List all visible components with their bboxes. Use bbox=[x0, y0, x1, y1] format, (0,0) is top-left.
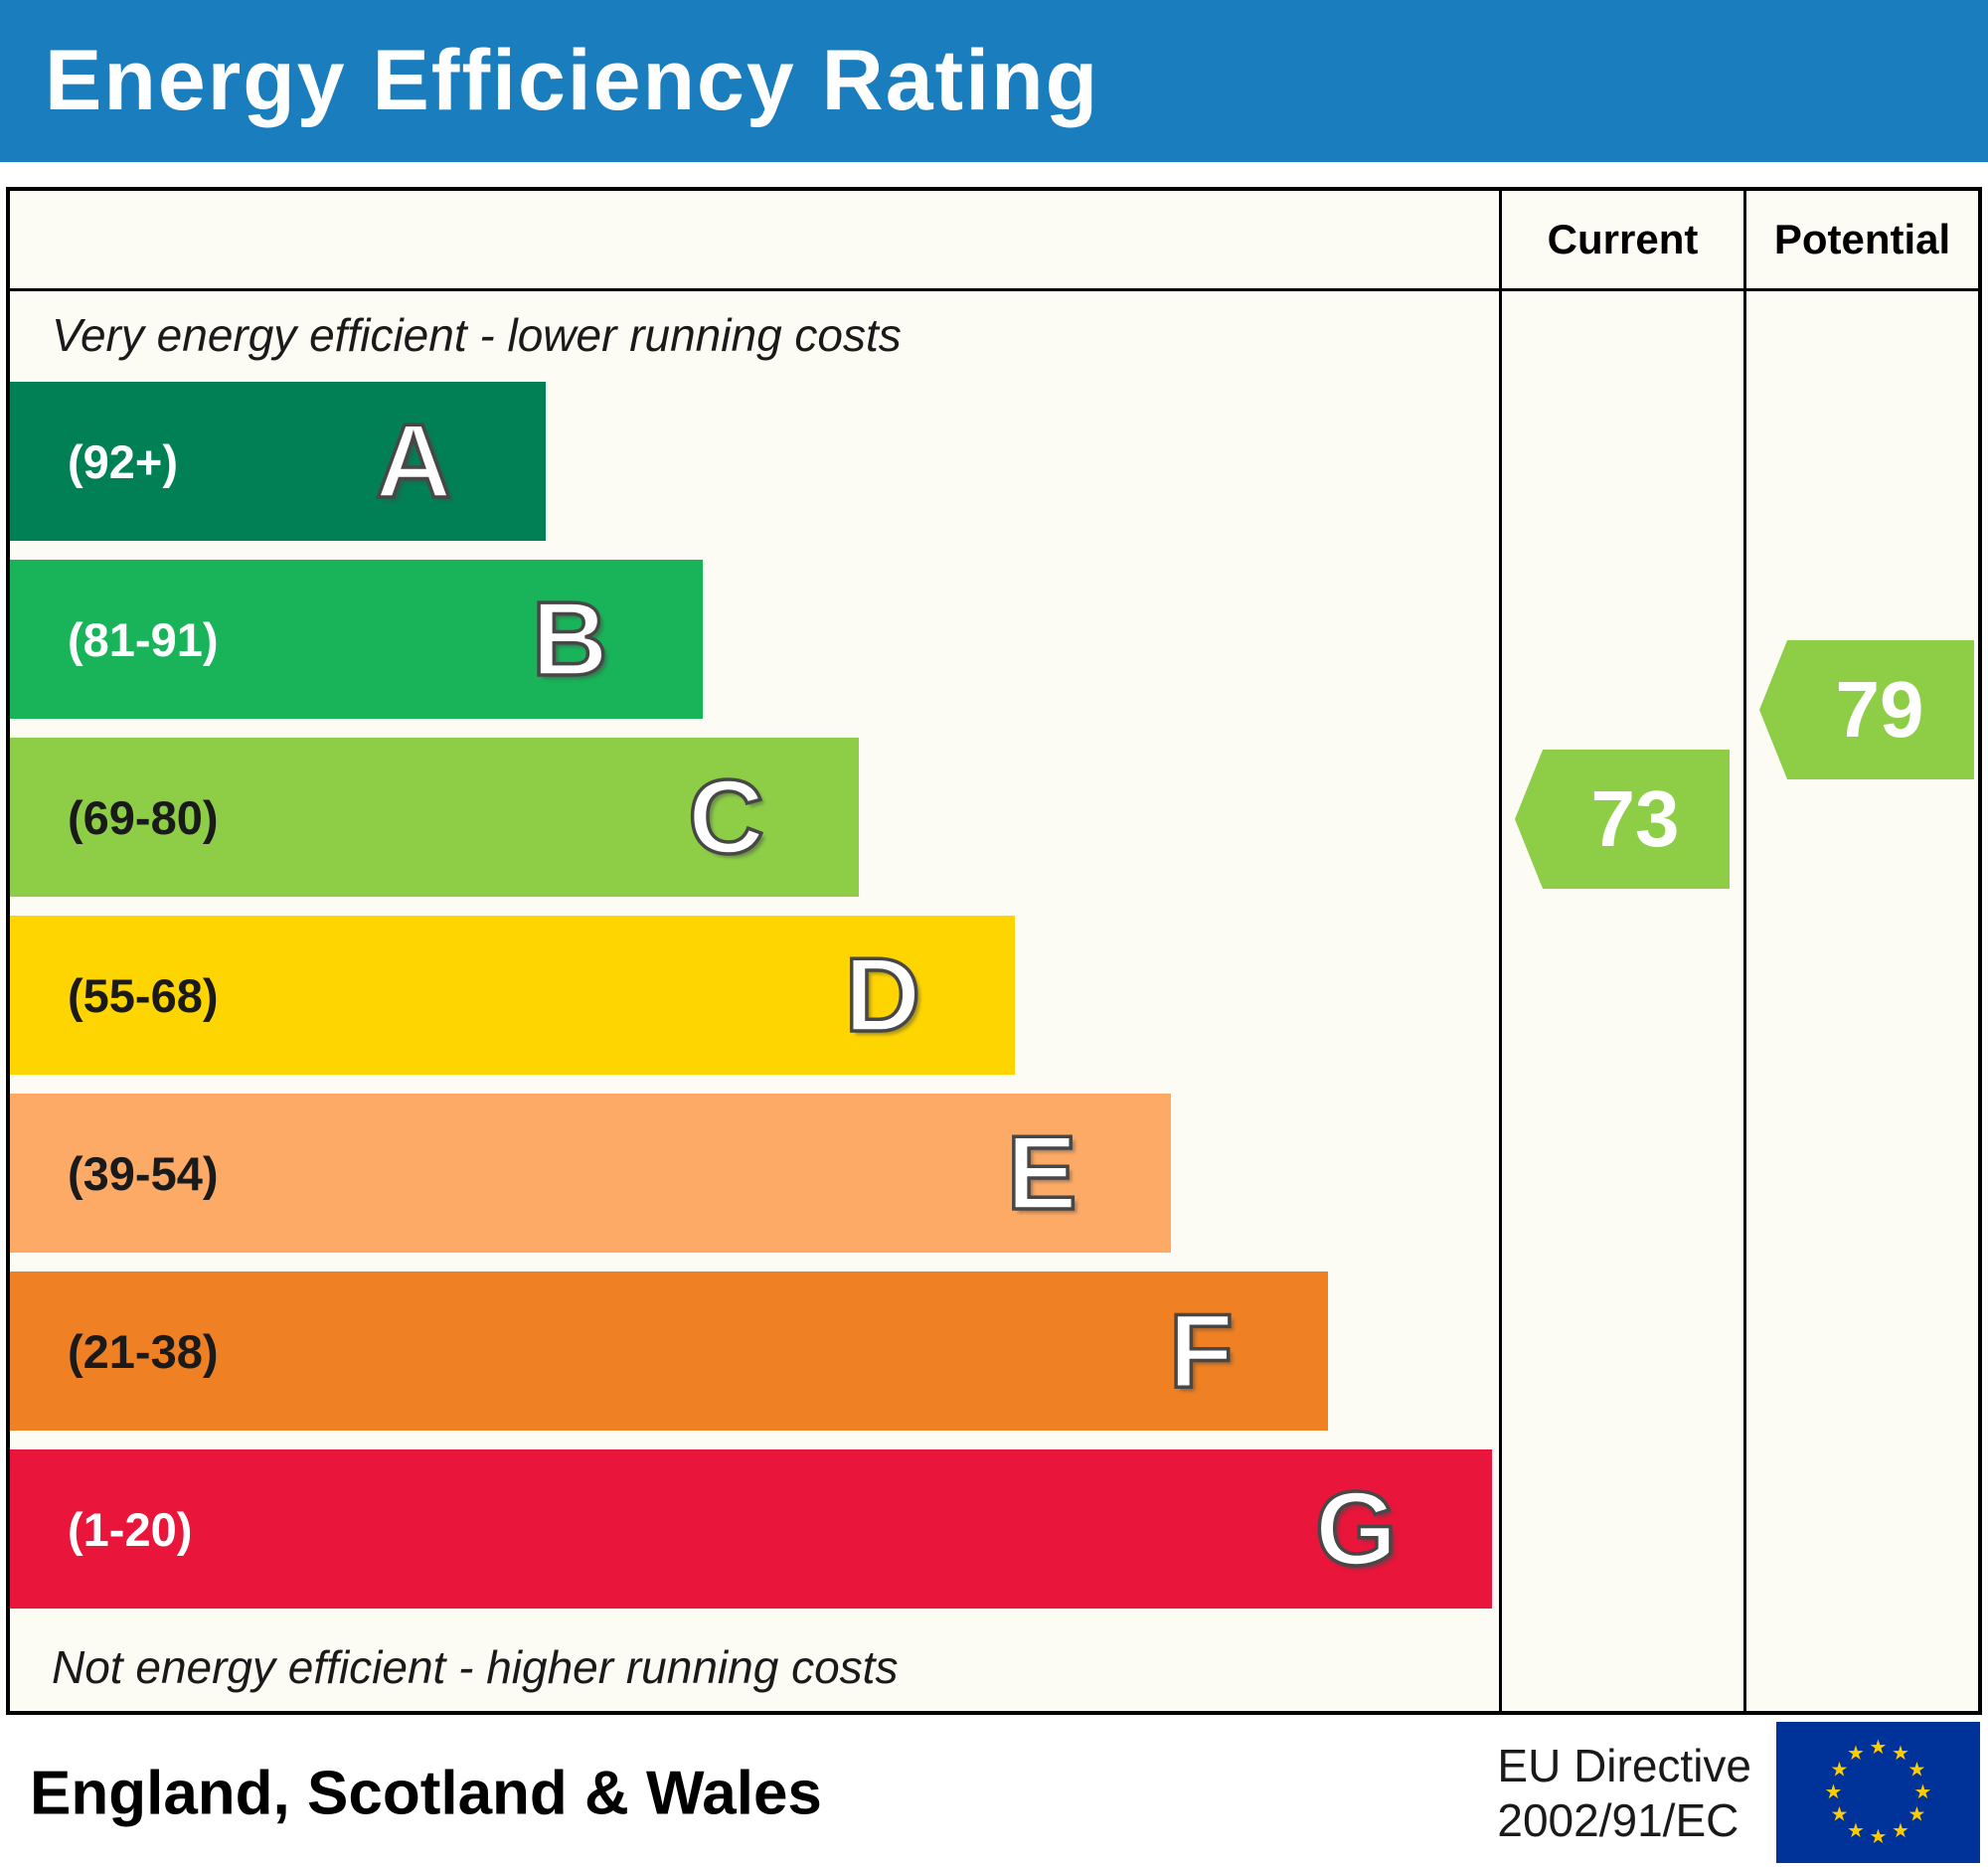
band-row-b: (81-91) B bbox=[10, 560, 703, 719]
rating-bands: (92+) A (81-91) B (69-80) C (55-68) D (3… bbox=[10, 382, 1499, 1627]
band-range-label-d: (55-68) bbox=[68, 968, 219, 1022]
band-range-label-c: (69-80) bbox=[68, 790, 219, 844]
footer: England, Scotland & Wales EU Directive 2… bbox=[0, 1719, 1988, 1867]
svg-text:★: ★ bbox=[1914, 1782, 1932, 1803]
column-divider-current bbox=[1499, 191, 1502, 1711]
band-letter-b: B bbox=[530, 581, 609, 698]
svg-text:★: ★ bbox=[1847, 1743, 1865, 1765]
region-label: England, Scotland & Wales bbox=[30, 1759, 822, 1827]
band-letter-f: F bbox=[1167, 1292, 1235, 1410]
rating-table: Current Potential Very energy efficient … bbox=[6, 187, 1982, 1715]
eu-directive-line2: 2002/91/EC bbox=[1497, 1793, 1740, 1846]
band-letter-d: D bbox=[843, 936, 922, 1054]
band-letter-c: C bbox=[687, 759, 766, 876]
eu-directive-line1: EU Directive bbox=[1497, 1739, 1751, 1791]
band-range-label-e: (39-54) bbox=[68, 1146, 219, 1200]
band-row-a: (92+) A bbox=[10, 382, 547, 541]
svg-text:★: ★ bbox=[1831, 1804, 1849, 1826]
eu-directive-label: EU Directive 2002/91/EC bbox=[1497, 1738, 1751, 1847]
band-row-c: (69-80) C bbox=[10, 738, 859, 897]
band-range-label-f: (21-38) bbox=[68, 1324, 219, 1378]
column-header-current: Current bbox=[1547, 216, 1699, 262]
band-letter-e: E bbox=[1005, 1114, 1078, 1232]
svg-text:★: ★ bbox=[1831, 1760, 1849, 1782]
band-range-label-g: (1-20) bbox=[68, 1502, 193, 1556]
band-range-label-a: (92+) bbox=[68, 434, 179, 488]
band-row-f: (21-38) F bbox=[10, 1272, 1328, 1431]
header-row-divider bbox=[10, 288, 1978, 291]
svg-text:★: ★ bbox=[1847, 1820, 1865, 1842]
top-note: Very energy efficient - lower running co… bbox=[52, 309, 902, 361]
svg-text:★: ★ bbox=[1892, 1820, 1909, 1842]
band-row-e: (39-54) E bbox=[10, 1094, 1172, 1253]
bottom-note: Not energy efficient - higher running co… bbox=[52, 1641, 899, 1693]
svg-text:★: ★ bbox=[1892, 1743, 1909, 1765]
svg-text:★: ★ bbox=[1908, 1804, 1926, 1826]
svg-text:★: ★ bbox=[1908, 1760, 1926, 1782]
current-rating-arrow: 73 bbox=[1515, 750, 1730, 889]
current-rating-value: 73 bbox=[1590, 774, 1680, 863]
column-divider-potential bbox=[1743, 191, 1746, 1711]
svg-text:★: ★ bbox=[1825, 1782, 1843, 1803]
band-range-label-b: (81-91) bbox=[68, 612, 219, 666]
page-header: Energy Efficiency Rating bbox=[0, 0, 1988, 162]
page-title: Energy Efficiency Rating bbox=[45, 33, 1100, 128]
svg-text:★: ★ bbox=[1870, 1826, 1888, 1848]
band-letter-a: A bbox=[374, 403, 453, 520]
column-header-potential: Potential bbox=[1773, 216, 1951, 262]
potential-rating-arrow: 79 bbox=[1759, 640, 1974, 779]
band-row-d: (55-68) D bbox=[10, 916, 1016, 1075]
eu-flag-stars: ★ ★★★★★★★★★★★ bbox=[1825, 1737, 1932, 1848]
band-letter-g: G bbox=[1313, 1470, 1399, 1588]
svg-text:★: ★ bbox=[1870, 1737, 1888, 1759]
band-row-g: (1-20) G bbox=[10, 1449, 1492, 1609]
eu-flag-icon: ★ ★★★★★★★★★★★ bbox=[1776, 1722, 1980, 1863]
potential-rating-value: 79 bbox=[1835, 665, 1924, 754]
